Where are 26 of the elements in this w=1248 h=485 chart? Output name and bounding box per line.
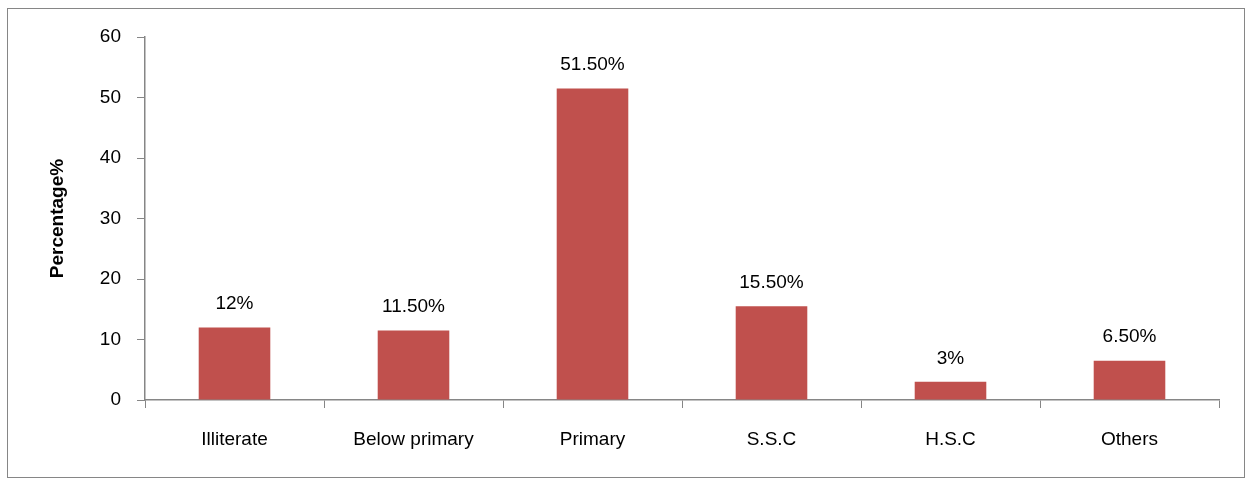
y-tick-label: 10 (99, 327, 121, 349)
bar (556, 88, 629, 400)
data-label: 12% (215, 292, 254, 314)
data-label: 11.50% (381, 295, 446, 317)
data-label: 15.50% (739, 270, 804, 292)
x-tick-label: Below primary (353, 427, 475, 449)
y-tick-label: 50 (99, 85, 121, 107)
x-tick-label: Primary (559, 427, 626, 449)
data-label: 51.50% (560, 53, 625, 75)
y-tick-label: 60 (99, 25, 121, 47)
y-tick-label: 20 (99, 267, 121, 289)
data-label: 3% (936, 346, 965, 368)
y-axis-title: Percentage% (45, 158, 67, 279)
y-tick-label: 40 (99, 146, 121, 168)
x-tick-label: Illiterate (201, 427, 268, 449)
bar (377, 330, 450, 400)
x-tick-label: S.S.C (746, 427, 797, 449)
data-label: 6.50% (1102, 325, 1157, 347)
bar (1093, 360, 1166, 400)
bar (198, 327, 271, 400)
bar (735, 306, 808, 400)
y-tick-label: 30 (99, 206, 121, 228)
y-tick-label: 0 (110, 388, 121, 410)
x-tick-label: H.S.C (925, 427, 976, 449)
bar (914, 381, 987, 400)
x-tick-label: Others (1100, 427, 1159, 449)
